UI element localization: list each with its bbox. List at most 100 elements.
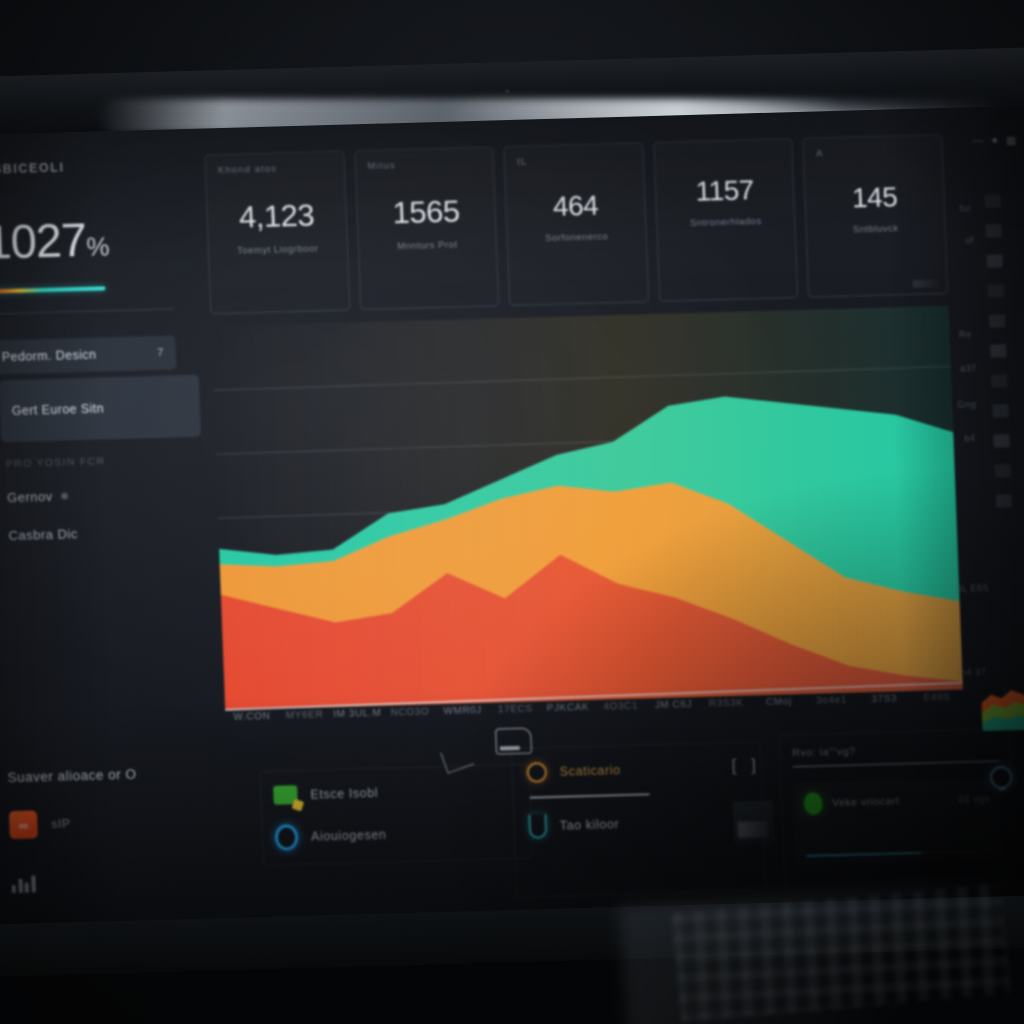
edge-text: b4: [964, 433, 976, 444]
status-label: Tao kiloor: [559, 817, 620, 833]
x-axis-tick-label: 4O3C1: [603, 700, 639, 713]
bottom-input-panel: Rvo: ia'''vg? Veke vriocart 03 vgs: [778, 728, 1017, 895]
kpi-card-title: A: [815, 148, 824, 160]
status-row-teal[interactable]: Tao kiloor: [528, 809, 749, 839]
x-axis-tick-label: MY6ER: [285, 709, 324, 722]
status-row-amber[interactable]: Scaticario: [526, 757, 747, 783]
kpi-card-subtitle: Sntronerhlados: [689, 215, 762, 229]
sidebar-item-badge: 7: [157, 346, 165, 359]
edge-text: a37: [959, 363, 978, 374]
hero-kpi-unit: %: [85, 231, 109, 262]
app-brand-label: SSBICEOLI: [0, 160, 65, 177]
sidebar-divider: [0, 308, 175, 315]
grid-icon[interactable]: ▦: [1005, 134, 1017, 147]
kpi-card-title: Khond atos: [217, 163, 278, 177]
kpi-card[interactable]: 1157 Sntronerhlados: [652, 138, 799, 302]
sparkline-icon: [912, 279, 939, 288]
list-item[interactable]: Aiouiogesen: [274, 818, 520, 851]
x-axis-tick-label: W.CON: [233, 710, 271, 723]
right-toolbar-item[interactable]: [988, 314, 1006, 328]
right-toolbar-item[interactable]: [987, 284, 1005, 298]
kpi-card-subtitle: Sorfonenerco: [545, 231, 609, 245]
hero-progress-bar: [0, 286, 106, 294]
sidebar-link-gernov[interactable]: Gernov: [0, 473, 188, 516]
x-axis-tick-label: IM 3UL.M: [332, 707, 382, 721]
kpi-card[interactable]: tL 464 Sorfonenerco: [503, 142, 650, 307]
lightbulb-icon[interactable]: [989, 766, 1013, 789]
list-item[interactable]: [11, 858, 252, 894]
edge-text: 0L E5S: [956, 582, 990, 594]
sidebar-link-label: Gernov: [6, 488, 53, 505]
person-icon[interactable]: ●: [991, 134, 999, 147]
kpi-card-value: 145: [851, 181, 898, 214]
edge-text: Ro: [958, 329, 972, 340]
bottom-left-panel: Suaver alioace or O ∞ sIP: [7, 764, 252, 894]
edge-text: of: [965, 235, 975, 246]
right-toolbar-item[interactable]: [994, 464, 1012, 478]
bar-list-icon: [11, 864, 40, 894]
right-toolbar-top-icons: — ● ▦: [964, 132, 1017, 149]
edge-text: ful: [959, 203, 972, 214]
kpi-card-subtitle: Sntbluvck: [852, 223, 899, 236]
sidebar-link-casbra[interactable]: Casbra Dic: [0, 511, 189, 554]
green-tag-icon: [273, 785, 298, 805]
edge-text: Gng: [957, 399, 977, 410]
bottom-left-header: Suaver alioace or O: [7, 766, 137, 786]
green-blob-icon: [803, 792, 823, 815]
kpi-card-title: Mitus: [367, 160, 396, 172]
list-item[interactable]: ∞ sIP: [8, 805, 250, 840]
status-badge: Scaticario: [559, 763, 621, 779]
infinity-badge-icon: ∞: [8, 810, 38, 840]
right-toolbar-item[interactable]: [995, 494, 1013, 508]
right-toolbar-item[interactable]: [985, 224, 1003, 238]
right-toolbar-items: [966, 194, 1024, 508]
inner-status-meta: 03 vgs: [957, 793, 991, 806]
right-toolbar-item[interactable]: [990, 344, 1007, 358]
right-toolbar-item[interactable]: [993, 434, 1010, 448]
mini-chart-thumbnail[interactable]: [980, 672, 1024, 731]
x-axis-tick-label: NCO3O: [390, 706, 430, 719]
inner-status-row: Veke vriocart 03 vgs: [803, 788, 991, 815]
sidebar-item-label: Pedorm. Desicn: [1, 347, 97, 365]
x-axis-tick-label: JM C6J: [654, 699, 693, 712]
panel-rule: [529, 793, 650, 799]
x-axis-tick-label: 37S3: [871, 693, 898, 706]
list-item-label: Etsce Isobl: [310, 785, 379, 802]
status-dot-icon: [60, 491, 68, 500]
edge-text: in4 37: [958, 666, 987, 678]
minus-icon[interactable]: —: [972, 134, 984, 148]
amber-ring-icon: [526, 762, 548, 783]
kpi-card-subtitle: Mnnturs Prot: [396, 239, 458, 253]
kpi-card[interactable]: Mitus 1565 Mnnturs Prot: [353, 146, 500, 311]
right-toolbar-item[interactable]: [991, 374, 1008, 388]
kpi-card-subtitle: Toemyt Liogrboor: [236, 243, 319, 257]
cyan-ring-icon: [274, 824, 299, 851]
right-toolbar-item[interactable]: [984, 194, 1001, 208]
inner-status-card[interactable]: Veke vriocart 03 vgs: [793, 778, 1002, 866]
kpi-card[interactable]: A 145 Sntbluvck: [802, 133, 949, 298]
kpi-card[interactable]: Khond atos 4,123 Toemyt Liogrboor: [204, 150, 350, 315]
kpi-card-title: tL: [516, 156, 528, 168]
kpi-card-value: 464: [552, 189, 599, 222]
progress-bar: [806, 849, 993, 857]
sidebar-item-report[interactable]: Gert Euroe Sitn: [0, 374, 201, 443]
search-input[interactable]: Rvo: ia'''vg?: [792, 741, 999, 768]
sidebar-item-performance[interactable]: Pedorm. Desicn 7: [0, 335, 177, 375]
main-area-chart[interactable]: W.CON MY6ER IM 3UL.M NCO3O WMR0J 17ECS PJKCAK 4…: [210, 305, 964, 738]
bottom-status-panel: Scaticario Tao kiloor: [510, 741, 767, 899]
right-toolbar-item[interactable]: [986, 254, 1004, 268]
sidebar-section-label: Pro Yosin Fcr: [5, 455, 106, 471]
hero-kpi-value-row: 1027%: [0, 213, 178, 269]
inner-status-label: Veke vriocart: [831, 795, 900, 810]
list-item-label: Aiouiogesen: [310, 827, 387, 844]
list-item[interactable]: Etsce Isobl: [273, 779, 518, 805]
hero-kpi-value: 1027: [0, 212, 88, 269]
thumbnail-preview[interactable]: [733, 800, 775, 844]
dashboard-ui: SSBICEOLI 1027% Pedorm. Desicn 7: [0, 105, 1024, 924]
right-toolbar-item[interactable]: [992, 404, 1009, 418]
bottom-list-panel: Etsce Isobl Aiouiogesen: [259, 763, 534, 867]
kpi-card-value: 1157: [694, 174, 755, 207]
list-item-label: sIP: [51, 816, 71, 832]
x-axis-tick-label: WMR0J: [443, 704, 483, 718]
